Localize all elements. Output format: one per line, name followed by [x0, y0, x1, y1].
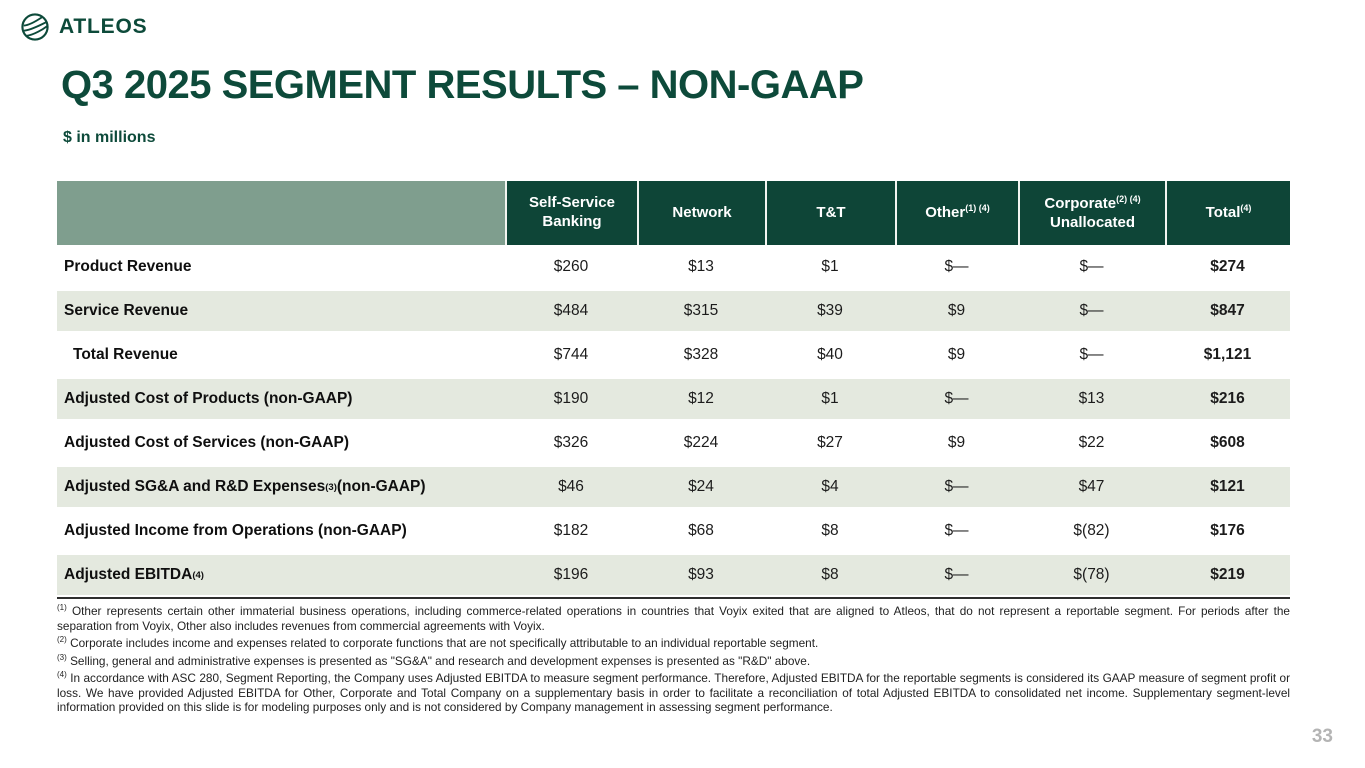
- footnotes: (1) Other represents certain other immat…: [57, 601, 1290, 715]
- value-cell: $8: [821, 522, 839, 539]
- value-cell: $27: [817, 434, 843, 451]
- row-label: Adjusted SG&A and R&D Expenses (3) (non-G…: [57, 465, 505, 509]
- globe-icon: [20, 12, 50, 42]
- brand-name: ATLEOS: [59, 15, 148, 38]
- footnote-2: (2) Corporate includes income and expens…: [57, 635, 819, 651]
- brand-logo: ATLEOS: [20, 12, 147, 42]
- value-cell: $315: [637, 289, 765, 333]
- row-label: Service Revenue: [57, 289, 505, 333]
- value-cell: $22: [1078, 434, 1105, 451]
- page-number: 33: [1311, 726, 1333, 747]
- value-cell: $24: [637, 465, 765, 509]
- footnote-1: (1) Other represents certain other immat…: [57, 603, 1290, 633]
- row-label: Adjusted Cost of Services (non-GAAP): [64, 434, 350, 451]
- value-cell: $182: [553, 522, 589, 539]
- header-network: Network: [637, 181, 765, 245]
- value-cell: $—: [895, 553, 1018, 597]
- value-cell: $190: [505, 377, 637, 421]
- value-cell: $—: [1079, 258, 1104, 275]
- value-cell: $13: [1018, 377, 1165, 421]
- row-label: Adjusted Cost of Products (non-GAAP): [57, 377, 505, 421]
- value-cell: $1: [821, 258, 839, 275]
- value-cell: $744: [553, 346, 589, 363]
- value-cell: $39: [765, 289, 895, 333]
- table-row-product-revenue: Product Revenue $260 $13 $1 $— $— $274: [57, 245, 1290, 289]
- value-cell: $68: [688, 522, 714, 539]
- header-other: Other(1) (4): [895, 181, 1018, 245]
- value-cell: $13: [688, 258, 714, 275]
- value-cell-total: $176: [1210, 522, 1245, 539]
- value-cell: $9: [895, 289, 1018, 333]
- header-corporate-unallocated: Corporate(2) (4) Unallocated: [1018, 181, 1165, 245]
- value-cell: $4: [765, 465, 895, 509]
- value-cell-total: $121: [1165, 465, 1290, 509]
- value-cell: $484: [505, 289, 637, 333]
- row-label: Product Revenue: [64, 258, 192, 275]
- value-cell: $(82): [1073, 522, 1110, 539]
- value-cell: $12: [637, 377, 765, 421]
- value-cell: $93: [637, 553, 765, 597]
- header-tt: T&T: [765, 181, 895, 245]
- value-cell: $326: [553, 434, 589, 451]
- value-cell: $—: [944, 258, 969, 275]
- table-row-adjusted-cost-of-services: Adjusted Cost of Services (non-GAAP) $32…: [57, 421, 1290, 465]
- value-cell: $(78): [1018, 553, 1165, 597]
- value-cell: $196: [505, 553, 637, 597]
- table-row-adjusted-sga-rd-expenses: Adjusted SG&A and R&D Expenses (3) (non-G…: [57, 465, 1290, 509]
- units-note: $ in millions: [63, 129, 156, 146]
- value-cell: $8: [765, 553, 895, 597]
- row-label: Total Revenue: [73, 346, 178, 363]
- value-cell: $40: [817, 346, 843, 363]
- value-cell: $1: [765, 377, 895, 421]
- value-cell-total: $608: [1210, 434, 1245, 451]
- table-row-adjusted-cost-of-products: Adjusted Cost of Products (non-GAAP) $19…: [57, 377, 1290, 421]
- page-title: Q3 2025 SEGMENT RESULTS – NON-GAAP: [61, 63, 864, 107]
- header-total: Total(4): [1165, 181, 1290, 245]
- value-cell: $—: [895, 465, 1018, 509]
- value-cell: $46: [505, 465, 637, 509]
- value-cell: $224: [683, 434, 719, 451]
- value-cell: $—: [944, 522, 969, 539]
- header-empty-cell: [57, 181, 505, 245]
- value-cell-total: $216: [1165, 377, 1290, 421]
- value-cell: $328: [683, 346, 719, 363]
- value-cell: $—: [1018, 289, 1165, 333]
- value-cell: $—: [895, 377, 1018, 421]
- table-row-adjusted-income-from-operations: Adjusted Income from Operations (non-GAA…: [57, 509, 1290, 553]
- value-cell: $9: [947, 346, 966, 363]
- header-self-service-banking: Self-Service Banking: [505, 181, 637, 245]
- row-label: Adjusted EBITDA (4): [57, 553, 505, 597]
- segment-results-table: Self-Service Banking Network T&T Other(1…: [57, 181, 1290, 599]
- row-label: Adjusted Income from Operations (non-GAA…: [64, 522, 407, 539]
- value-cell-total: $847: [1165, 289, 1290, 333]
- table-row-total-revenue: Total Revenue $744 $328 $40 $9 $— $1,121: [57, 333, 1290, 377]
- value-cell-total: $1,121: [1203, 346, 1252, 363]
- footnote-3: (3) Selling, general and administrative …: [57, 652, 811, 668]
- footnote-4: (4) In accordance with ASC 280, Segment …: [57, 670, 1291, 715]
- value-cell: $—: [1079, 346, 1104, 363]
- value-cell: $260: [553, 258, 589, 275]
- table-header-row: Self-Service Banking Network T&T Other(1…: [57, 181, 1290, 245]
- value-cell-total: $274: [1210, 258, 1245, 275]
- value-cell: $9: [947, 434, 966, 451]
- table-row-adjusted-ebitda: Adjusted EBITDA (4) $196 $93 $8 $— $(78) …: [57, 553, 1290, 597]
- value-cell-total: $219: [1165, 553, 1290, 597]
- value-cell: $47: [1018, 465, 1165, 509]
- table-row-service-revenue: Service Revenue $484 $315 $39 $9 $— $847: [57, 289, 1290, 333]
